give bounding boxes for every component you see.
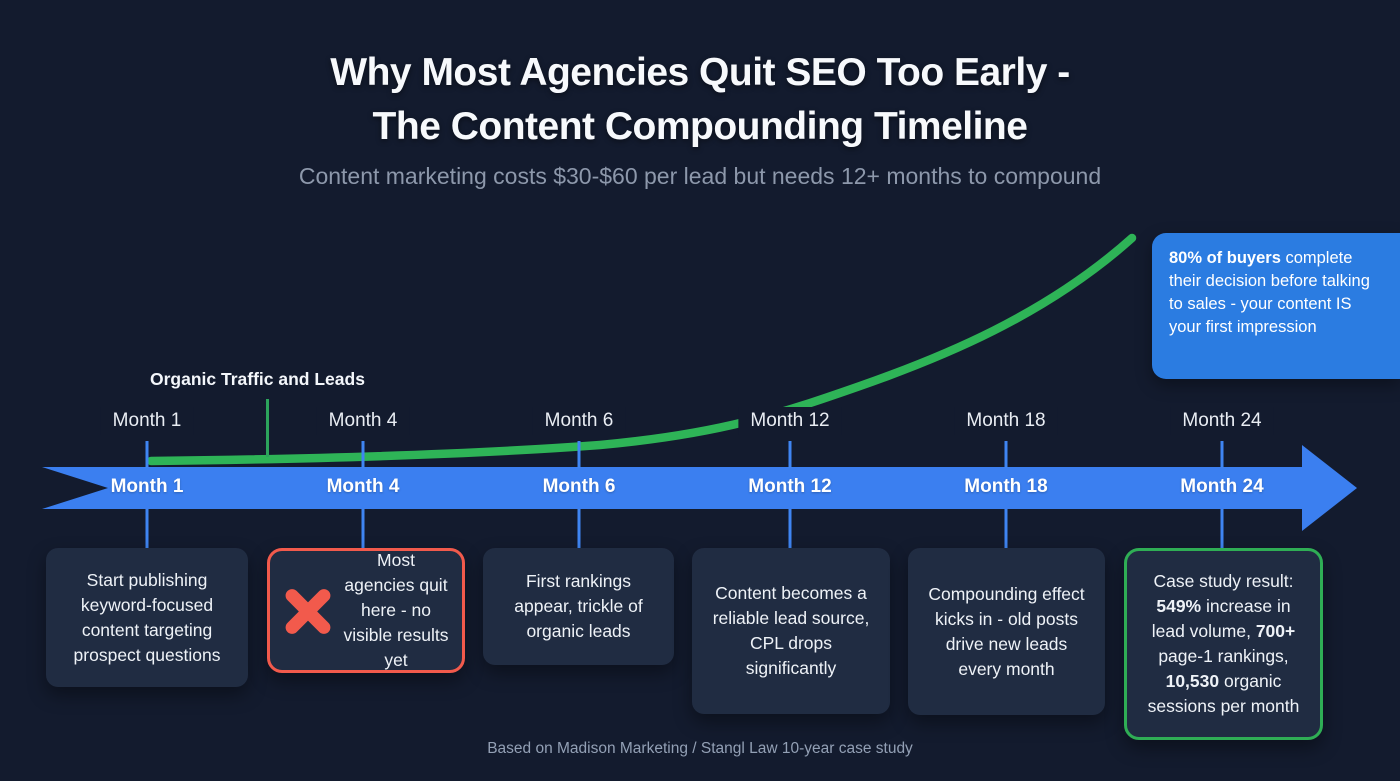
card-month-4-text: Most agencies quit here - no visible res… [343,550,449,670]
month-label-top-18: Month 18 [954,407,1058,435]
tick-above-month-4 [361,441,365,468]
month-label-top-6: Month 6 [532,407,626,435]
month-label-bar-24: Month 24 [1180,476,1264,497]
page-subtitle: Content marketing costs $30-$60 per lead… [298,163,1102,189]
tick-below-month-24 [1220,509,1224,549]
card-month-12: Content becomes a reliable lead source, … [692,548,890,714]
card-month-6: First rankings appear, trickle of organi… [483,548,674,665]
card-month-4-quit-warning: Most agencies quit here - no visible res… [267,548,465,673]
page-title-line1: Why Most Agencies Quit SEO Too Early - [330,51,1070,94]
month-label-bar-12: Month 12 [748,476,832,497]
month-label-top-24: Month 24 [1170,407,1274,435]
card-month-18: Compounding effect kicks in - old posts … [908,548,1105,715]
curve-label-connector-line [266,399,269,457]
tick-below-month-6 [577,509,581,549]
tick-below-month-12 [788,509,792,549]
month-label-bar-18: Month 18 [964,476,1048,497]
card-month-1: Start publishing keyword-focused content… [46,548,248,687]
card-month-6-text: First rankings appear, trickle of organi… [514,571,643,641]
callout-lead-stat: 80% of buyers [1169,249,1281,267]
tick-above-month-1 [145,441,149,468]
card-month-24-case-study: Case study result: 549% increase in lead… [1124,548,1323,740]
tick-above-month-24 [1220,441,1224,468]
curve-series-label: Organic Traffic and Leads [150,369,365,389]
card-month-1-text: Start publishing keyword-focused content… [73,569,221,665]
month-label-top-12: Month 12 [738,407,842,435]
tick-below-month-4 [361,509,365,549]
tick-above-month-12 [788,441,792,468]
month-label-bar-6: Month 6 [542,476,616,497]
month-label-top-1: Month 1 [100,407,194,435]
page-title: Why Most Agencies Quit SEO Too Early - T… [0,46,1400,154]
buyers-stat-callout: 80% of buyers complete their decision be… [1152,233,1400,379]
page-title-line2: The Content Compounding Timeline [372,105,1028,148]
month-label-bar-4: Month 4 [326,476,400,497]
card-month-24-text: Case study result: 549% increase in lead… [1147,571,1300,716]
timeline-arrow-bar [42,445,1357,531]
tick-below-month-18 [1004,509,1008,549]
month-label-bar-1: Month 1 [110,476,184,497]
month-label-top-4: Month 4 [316,407,410,435]
tick-above-month-6 [577,441,581,468]
card-month-18-text: Compounding effect kicks in - old posts … [928,583,1085,679]
tick-above-month-18 [1004,441,1008,468]
tick-below-month-1 [145,509,149,549]
callout-body-text: complete their decision before talking t… [1169,249,1370,336]
card-month-12-text: Content becomes a reliable lead source, … [712,583,870,678]
x-icon [282,585,334,637]
source-attribution: Based on Madison Marketing / Stangl Law … [487,740,913,757]
